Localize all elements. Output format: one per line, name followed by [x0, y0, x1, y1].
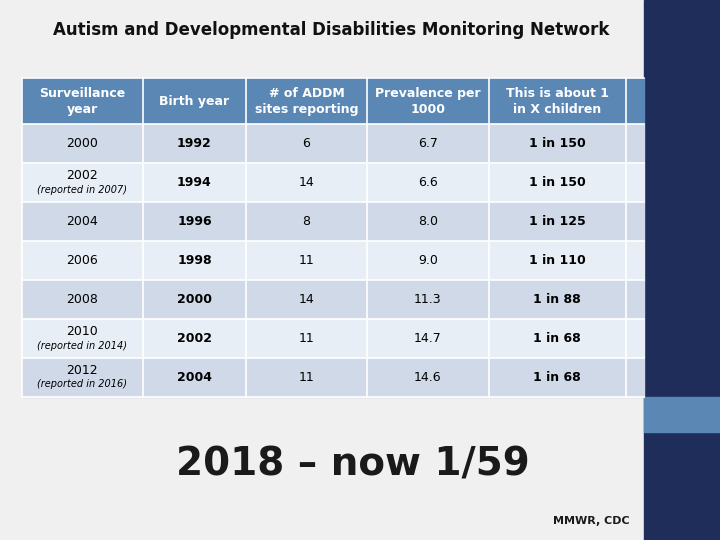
- Text: 8: 8: [302, 215, 310, 228]
- Text: 14: 14: [299, 293, 315, 306]
- Text: 11: 11: [299, 371, 315, 384]
- Text: 1994: 1994: [177, 177, 212, 190]
- Text: MMWR, CDC: MMWR, CDC: [554, 516, 630, 526]
- Text: 2004: 2004: [66, 215, 98, 228]
- Bar: [22, 358, 644, 397]
- Text: 1 in 110: 1 in 110: [528, 254, 585, 267]
- Text: 2002: 2002: [177, 332, 212, 345]
- Text: 2006: 2006: [66, 254, 98, 267]
- Text: 2008: 2008: [66, 293, 98, 306]
- Text: Birth year: Birth year: [159, 95, 230, 108]
- Text: 1 in 150: 1 in 150: [528, 138, 585, 151]
- Text: (reported in 2007): (reported in 2007): [37, 185, 127, 195]
- Text: (reported in 2014): (reported in 2014): [37, 341, 127, 350]
- Bar: [22, 164, 644, 202]
- Text: 2002: 2002: [66, 170, 98, 183]
- Text: This is about 1
in X children: This is about 1 in X children: [505, 87, 608, 116]
- Text: 1998: 1998: [177, 254, 212, 267]
- Bar: [22, 202, 644, 241]
- Bar: [644, 397, 720, 432]
- Text: 1992: 1992: [177, 138, 212, 151]
- Text: 2012: 2012: [66, 364, 98, 377]
- Text: 1 in 125: 1 in 125: [528, 215, 585, 228]
- Bar: [644, 0, 720, 540]
- Text: 2000: 2000: [177, 293, 212, 306]
- Text: 1 in 68: 1 in 68: [534, 332, 581, 345]
- Text: 1 in 150: 1 in 150: [528, 177, 585, 190]
- Text: (reported in 2016): (reported in 2016): [37, 380, 127, 389]
- Text: 2010: 2010: [66, 325, 98, 338]
- Bar: [22, 280, 644, 319]
- Text: 14: 14: [299, 177, 315, 190]
- Bar: [22, 125, 644, 164]
- Text: 8.0: 8.0: [418, 215, 438, 228]
- Text: 14.7: 14.7: [414, 332, 442, 345]
- Text: 2018 – now 1/59: 2018 – now 1/59: [176, 446, 530, 483]
- Text: 11.3: 11.3: [414, 293, 442, 306]
- Text: 9.0: 9.0: [418, 254, 438, 267]
- Text: 2000: 2000: [66, 138, 98, 151]
- Text: Autism and Developmental Disabilities Monitoring Network: Autism and Developmental Disabilities Mo…: [53, 21, 609, 39]
- Text: 6: 6: [302, 138, 310, 151]
- Text: Prevalence per
1000: Prevalence per 1000: [375, 87, 481, 116]
- Text: 2004: 2004: [177, 371, 212, 384]
- Text: Surveillance
year: Surveillance year: [39, 87, 125, 116]
- Text: 11: 11: [299, 254, 315, 267]
- Bar: [22, 241, 644, 280]
- Text: 11: 11: [299, 332, 315, 345]
- Text: 1996: 1996: [177, 215, 212, 228]
- Bar: [22, 78, 644, 125]
- Text: 1 in 88: 1 in 88: [534, 293, 581, 306]
- Text: # of ADDM
sites reporting: # of ADDM sites reporting: [255, 87, 359, 116]
- Text: 6.7: 6.7: [418, 138, 438, 151]
- Text: 14.6: 14.6: [414, 371, 442, 384]
- Text: 1 in 68: 1 in 68: [534, 371, 581, 384]
- Text: 6.6: 6.6: [418, 177, 438, 190]
- Bar: [22, 319, 644, 358]
